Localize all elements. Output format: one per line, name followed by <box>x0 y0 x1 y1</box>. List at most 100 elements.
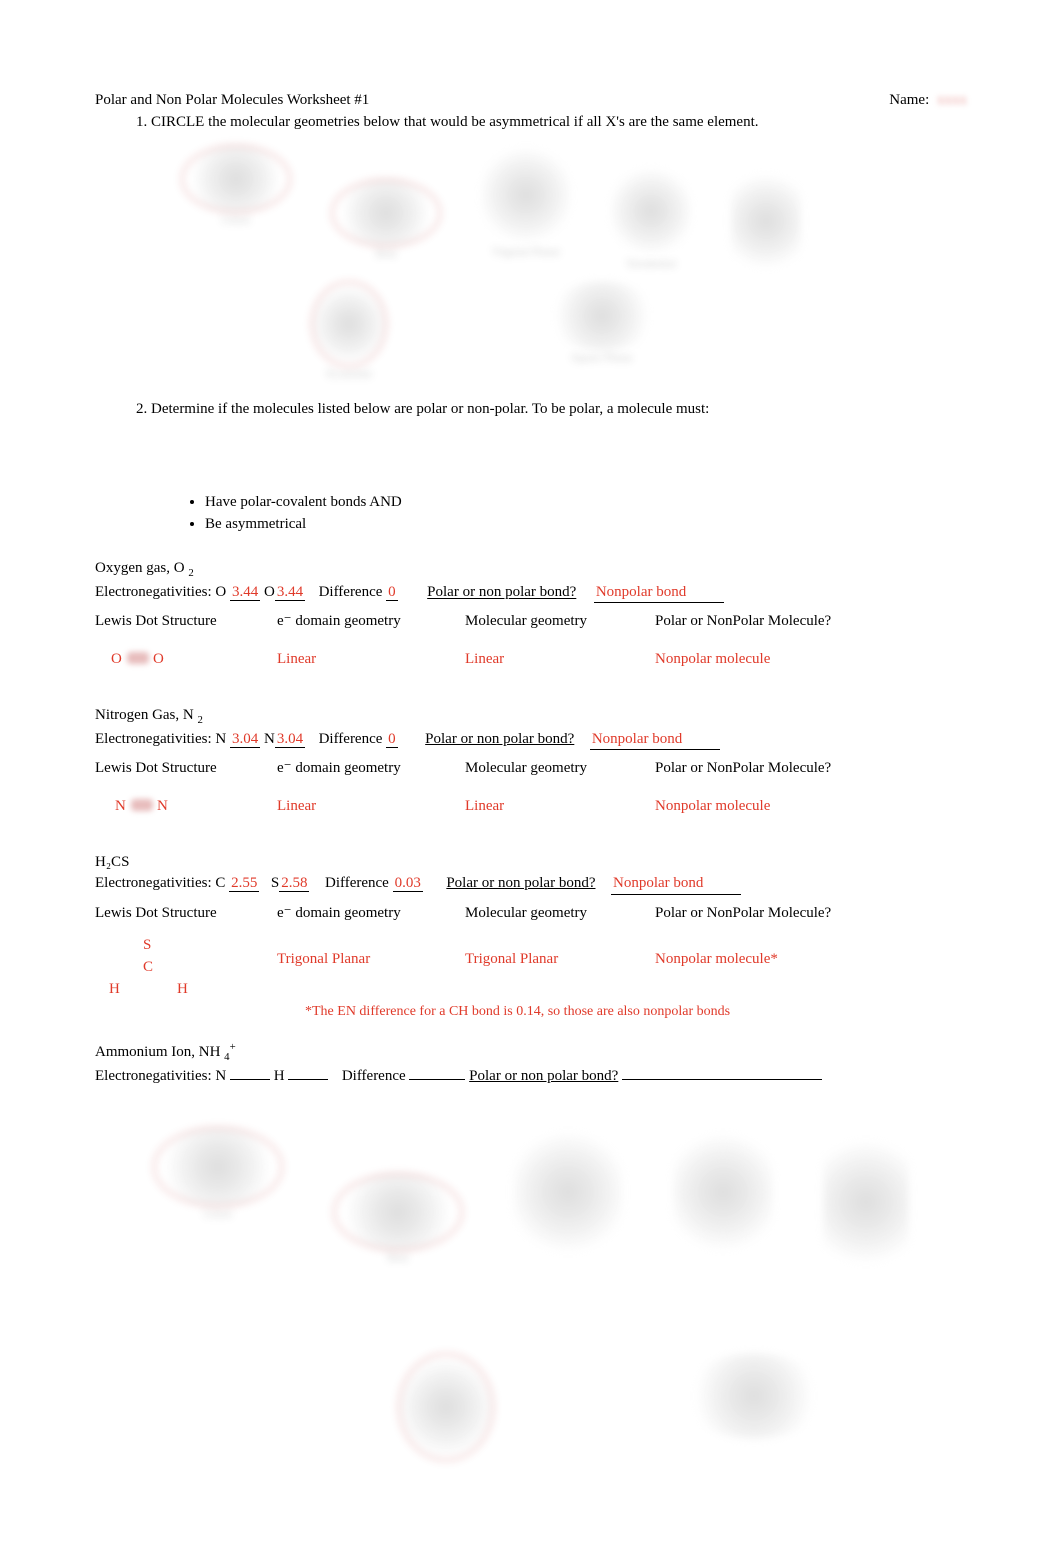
n2-en1: 3.04 <box>230 731 260 748</box>
geometry-shape <box>823 1127 909 1277</box>
nh4-bond-blank[interactable] <box>622 1065 822 1080</box>
geometry-shape <box>398 1353 494 1461</box>
n2-molgeo: Linear <box>465 778 651 816</box>
geometry-shape <box>731 165 801 277</box>
o2-atom2: O <box>153 649 164 669</box>
diff-label: Difference <box>342 1068 406 1084</box>
o2-lewis: O O <box>95 645 273 687</box>
bondq-label: Polar or non polar bond? <box>469 1068 618 1084</box>
n2-atom1: N <box>115 796 126 816</box>
en-prefix: Electronegativities: <box>95 1068 212 1084</box>
h2cs-H1: H <box>109 979 120 999</box>
name-label: Name: <box>889 92 929 108</box>
col-polar: Polar or NonPolar Molecule? <box>655 609 967 631</box>
diff-label: Difference <box>325 875 389 891</box>
geometry-caption: Bent <box>331 247 441 262</box>
name-value: xxxx <box>937 92 967 108</box>
bullet-b: Be asymmetrical <box>205 514 967 534</box>
en-prefix: Electronegativities: <box>95 875 212 891</box>
geometry-caption: Linear <box>181 213 291 228</box>
bondq-label: Polar or non polar bond? <box>425 731 574 747</box>
h2cs-sym1: C <box>215 875 225 891</box>
col-molgeo: Molecular geometry <box>465 609 651 631</box>
h2cs-C: C <box>143 957 153 977</box>
n2-title: Nitrogen Gas, N <box>95 707 194 723</box>
col-lewis: Lewis Dot Structure <box>95 609 273 631</box>
h2cs-lewis: S C H H <box>95 937 273 999</box>
col-lewis: Lewis Dot Structure <box>95 756 273 778</box>
nh4-en2-blank[interactable] <box>288 1065 328 1080</box>
h2cs-S: S <box>143 935 151 955</box>
n2-bond: Nonpolar bond <box>590 729 720 750</box>
nh4-en1-blank[interactable] <box>230 1065 270 1080</box>
bondq-label: Polar or non polar bond? <box>446 875 595 891</box>
nh4-title-sup: + <box>230 1041 236 1053</box>
geometry-caption: Bent <box>333 1251 463 1266</box>
question-1-text: CIRCLE the molecular geometries below th… <box>151 114 759 130</box>
n2-sym1: N <box>215 731 226 747</box>
o2-title: Oxygen gas, O <box>95 560 185 576</box>
col-molgeo: Molecular geometry <box>465 756 651 778</box>
o2-diff: 0 <box>386 584 398 601</box>
n2-edomain: Linear <box>277 778 461 816</box>
geometry-caption: Trigonal Planar <box>481 245 571 260</box>
col-lewis: Lewis Dot Structure <box>95 901 273 923</box>
geometry-caption: Square Planar <box>547 351 657 366</box>
en-prefix: Electronegativities: <box>95 731 212 747</box>
geometry-gallery-top: Linear Bent Trigonal Planar Tetrahedral <box>181 145 967 277</box>
h2cs-footnote: *The EN difference for a CH bond is 0.14… <box>305 1003 967 1022</box>
n2-sym2: N <box>264 731 275 747</box>
geometry-shape <box>481 145 571 245</box>
en-prefix: Electronegativities: <box>95 584 212 600</box>
diff-label: Difference <box>319 731 383 747</box>
geometry-shape <box>153 1127 283 1207</box>
col-edomain: e⁻ domain geometry <box>277 609 461 631</box>
h2cs-bond: Nonpolar bond <box>611 873 741 894</box>
col-polar: Polar or NonPolar Molecule? <box>655 756 967 778</box>
o2-sym1: O <box>215 584 226 600</box>
molecule-n2: Nitrogen Gas, N 2 Electronegativities: N… <box>95 705 967 834</box>
question-2: Determine if the molecules listed below … <box>151 399 967 419</box>
worksheet-title: Polar and Non Polar Molecules Worksheet … <box>95 90 369 110</box>
h2cs-en1: 2.55 <box>229 875 259 892</box>
diff-label: Difference <box>319 584 383 600</box>
geometry-shape <box>684 1353 824 1439</box>
col-edomain: e⁻ domain geometry <box>277 756 461 778</box>
col-edomain: e⁻ domain geometry <box>277 901 461 923</box>
nh4-diff-blank[interactable] <box>409 1065 465 1080</box>
o2-en2: 3.44 <box>275 584 305 601</box>
o2-sym2: O <box>264 584 275 600</box>
bullet-a: Have polar-covalent bonds AND <box>205 492 967 512</box>
o2-molgeo: Linear <box>465 631 651 669</box>
geometry-shape <box>611 165 691 257</box>
molecule-h2cs: H₂CS Electronegativities: C 2.55 S2.58 D… <box>95 852 967 1022</box>
h2cs-molpolar: Nonpolar molecule* <box>655 923 967 969</box>
n2-diff: 0 <box>386 731 398 748</box>
geometry-caption: Tetrahedral <box>611 257 691 272</box>
o2-bond: Nonpolar bond <box>594 582 724 603</box>
bondq-label: Polar or non polar bond? <box>425 584 578 600</box>
geometry-shape <box>513 1127 623 1257</box>
geometry-shape <box>547 281 657 351</box>
n2-atom2: N <box>157 796 168 816</box>
n2-en2: 3.04 <box>275 731 305 748</box>
col-molgeo: Molecular geometry <box>465 901 651 923</box>
h2cs-molgeo: Trigonal Planar <box>465 923 651 969</box>
o2-molpolar: Nonpolar molecule <box>655 631 967 669</box>
molecule-o2: Oxygen gas, O 2 Electronegativities: O 3… <box>95 558 967 687</box>
h2cs-H2: H <box>177 979 188 999</box>
geometry-shape <box>181 145 291 213</box>
bond-blur <box>131 799 153 811</box>
h2cs-diff: 0.03 <box>393 875 423 892</box>
geometry-shape <box>331 179 441 247</box>
o2-en1: 3.44 <box>230 584 260 601</box>
geometry-gallery-top-2: Pyramidal Square Planar <box>181 281 967 382</box>
h2cs-edomain: Trigonal Planar <box>277 923 461 969</box>
o2-edomain: Linear <box>277 631 461 669</box>
h2cs-en2: 2.58 <box>279 875 309 892</box>
h2cs-sym2: S <box>271 875 279 891</box>
name-field: Name: xxxx <box>889 90 967 110</box>
nh4-title: Ammonium Ion, NH <box>95 1044 220 1060</box>
nh4-sym2: H <box>274 1068 285 1084</box>
question-1: CIRCLE the molecular geometries below th… <box>151 112 967 381</box>
